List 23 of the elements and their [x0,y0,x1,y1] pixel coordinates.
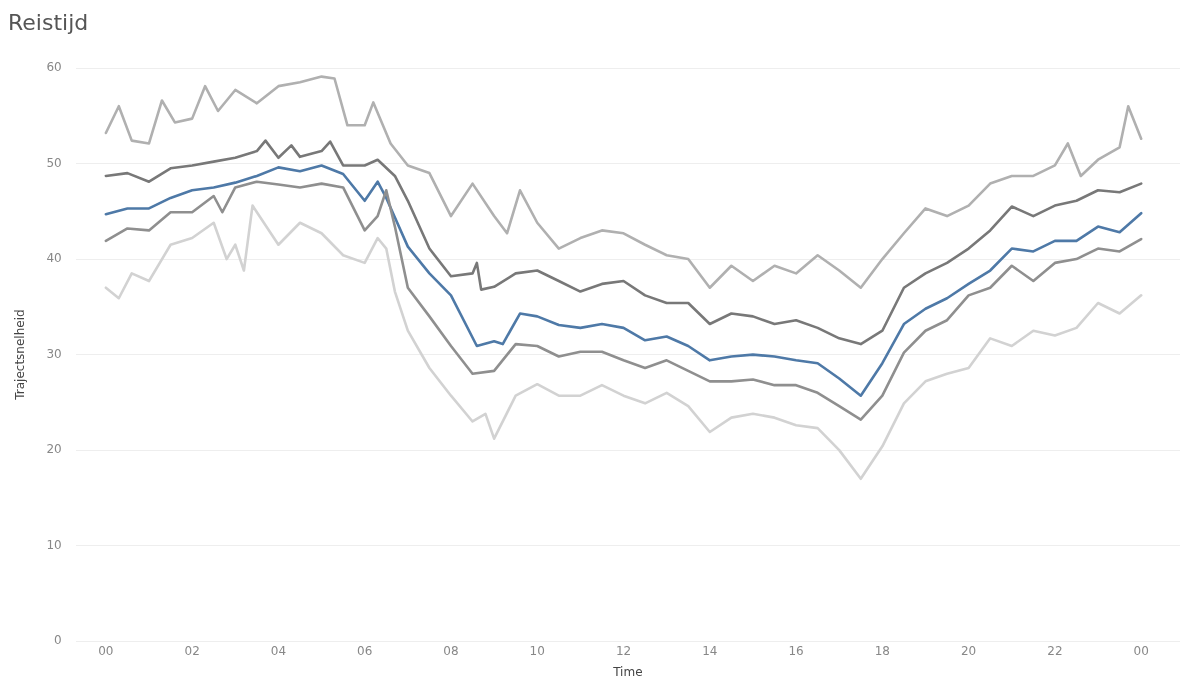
chart-title: Reistijd [8,10,89,35]
x-tick-label: 10 [529,643,545,658]
x-tick-label: 02 [184,643,200,658]
x-tick-label: 00 [98,643,114,658]
x-tick-label: 16 [788,643,804,658]
x-tick-label: 06 [357,643,373,658]
x-tick-label: 08 [443,643,459,658]
y-tick-label: 10 [46,537,62,552]
y-tick-label: 20 [46,442,62,457]
x-tick-label: 00 [1133,643,1149,658]
y-tick-label: 40 [46,251,62,266]
x-tick-label: 18 [874,643,890,658]
y-axis-title: Trajectsnelheid [13,309,28,401]
x-tick-label: 14 [702,643,718,658]
y-tick-label: 60 [46,60,62,75]
y-tick-label: 50 [46,155,62,170]
x-tick-label: 20 [960,643,977,658]
y-tick-label: 0 [54,633,62,648]
x-tick-label: 04 [270,643,287,658]
y-tick-label: 30 [46,346,62,361]
x-tick-label: 12 [615,643,632,658]
x-axis-title: Time [612,664,643,679]
x-tick-label: 22 [1047,643,1063,658]
